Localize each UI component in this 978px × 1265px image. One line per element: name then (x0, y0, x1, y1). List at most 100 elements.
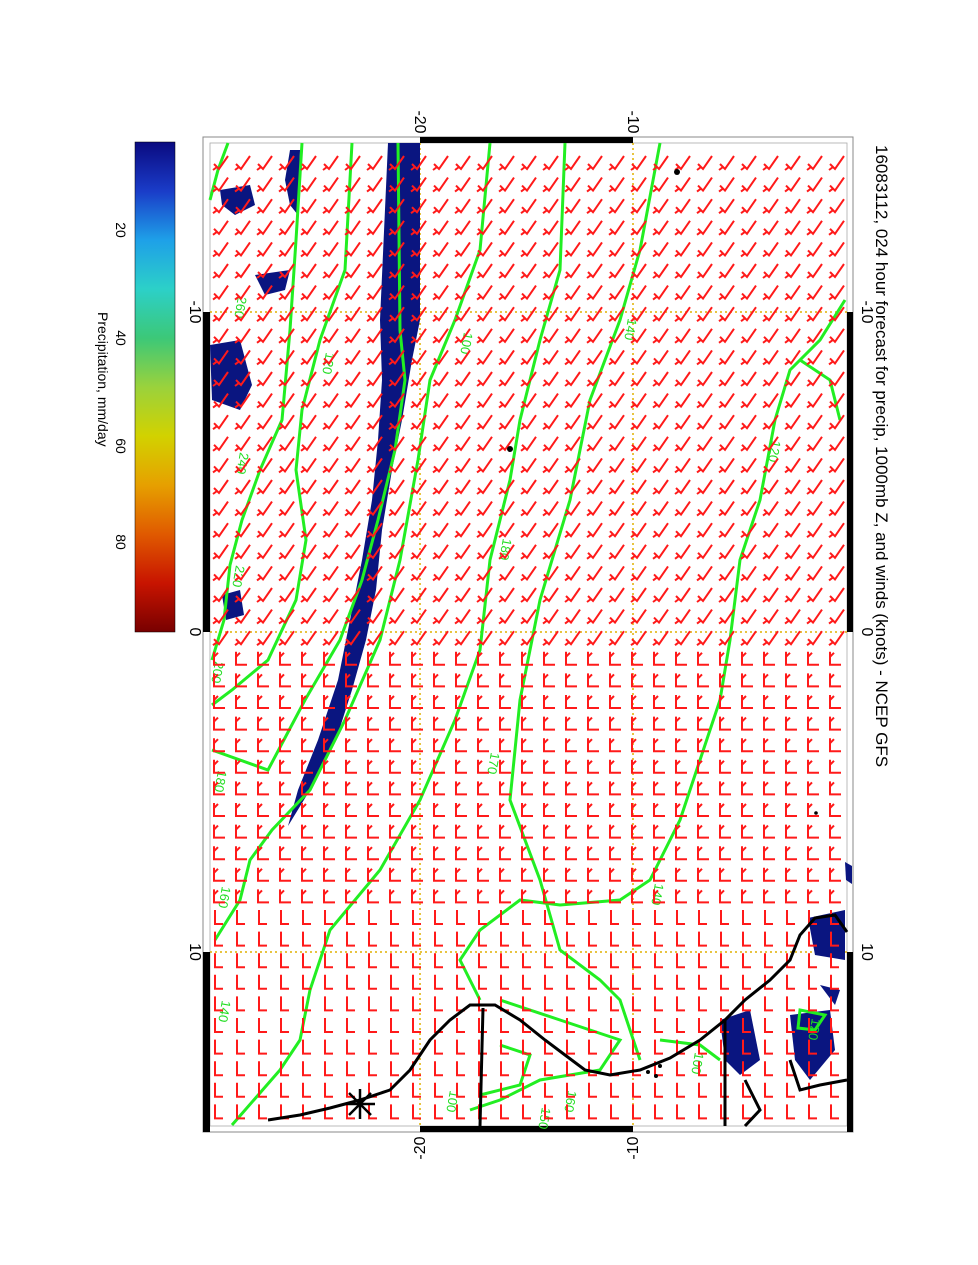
wind-barb (808, 1039, 817, 1055)
wind-barb (432, 198, 449, 214)
wind-barb (740, 479, 757, 495)
wind-barb (235, 867, 247, 882)
wind-barb (345, 759, 357, 774)
wind-barb (412, 931, 421, 947)
wind-barb (544, 931, 553, 947)
wind-barb (784, 349, 801, 366)
wind-barb (322, 371, 339, 387)
wind-barb (344, 544, 361, 560)
wind-barb (762, 198, 779, 214)
wind-barb (258, 953, 267, 969)
wind-barb (411, 867, 423, 882)
wind-barb (257, 716, 269, 731)
wind-barb (719, 889, 731, 904)
wind-barb (236, 931, 245, 947)
wind-barb (720, 953, 729, 969)
wind-barb (256, 630, 273, 646)
wind-barb (368, 953, 377, 969)
wind-barb (323, 759, 335, 774)
wind-barb (346, 996, 355, 1012)
wind-barb (258, 1082, 267, 1098)
wind-barb (368, 931, 377, 947)
wind-barb (234, 544, 251, 560)
wind-barb (676, 1061, 685, 1077)
wind-barb (675, 781, 687, 796)
wind-barb (322, 522, 339, 538)
wind-barb (500, 931, 509, 947)
wind-barb (432, 587, 449, 603)
wind-barb (258, 1104, 267, 1120)
wind-barb (609, 759, 621, 774)
wind-barb (784, 285, 801, 301)
wind-barb (676, 996, 685, 1012)
wind-barb (411, 824, 423, 839)
wind-barb (323, 673, 335, 688)
wind-barb (741, 824, 753, 839)
wind-barb (344, 285, 361, 301)
wind-barb (388, 349, 405, 366)
wind-barb (828, 522, 845, 538)
wind-barb (235, 651, 247, 666)
wind-barb (806, 155, 823, 171)
wind-barb (301, 803, 313, 817)
wind-barb (367, 759, 379, 774)
wind-barb (740, 457, 757, 474)
wind-barb (477, 867, 489, 882)
wind-barb (674, 220, 691, 236)
wind-barb (389, 867, 401, 882)
wind-barb (631, 846, 643, 861)
wind-barb (564, 306, 581, 322)
top-tick-label: -10 (624, 110, 641, 133)
wind-barb (828, 328, 845, 344)
wind-barb (653, 824, 665, 839)
wind-barb (586, 457, 603, 474)
wind-barb (300, 565, 317, 582)
wind-barb (212, 436, 229, 452)
wind-barb (610, 1039, 619, 1055)
wind-barb (719, 867, 731, 882)
wind-barb (212, 306, 229, 322)
wind-barb (521, 716, 533, 731)
wind-barb (697, 673, 709, 688)
colorbar-tick-label: 60 (113, 438, 129, 454)
wind-barb (764, 910, 773, 925)
wind-barb (521, 759, 533, 774)
wind-barb (454, 328, 471, 344)
wind-barb (520, 587, 537, 603)
wind-barb (344, 436, 361, 452)
wind-barb (278, 155, 295, 171)
wind-barb (762, 393, 779, 409)
wind-barb (456, 974, 465, 990)
wind-barb (786, 996, 795, 1012)
wind-barb (432, 241, 449, 258)
wind-barb (762, 436, 779, 452)
wind-barb (389, 889, 401, 904)
wind-barb (520, 457, 537, 474)
wind-barb (368, 974, 377, 990)
wind-barb (784, 220, 801, 236)
wind-barb (367, 738, 379, 753)
wind-barb (675, 759, 687, 774)
wind-barb (344, 220, 361, 236)
wind-barb (521, 889, 533, 904)
wind-barb (564, 522, 581, 538)
wind-barb (586, 630, 603, 646)
wind-barb (630, 522, 647, 538)
wind-barb (212, 285, 229, 301)
wind-barb (434, 974, 443, 990)
wind-barb (740, 263, 757, 279)
wind-barb (564, 436, 581, 452)
wind-barb (366, 414, 383, 430)
bottom-tick-label: -20 (412, 1136, 429, 1159)
wind-barb (454, 522, 471, 538)
wind-barb (588, 1018, 597, 1033)
wind-barb (587, 759, 599, 774)
wind-barb (300, 306, 317, 322)
wind-barb (764, 1061, 773, 1077)
wind-barb (542, 479, 559, 495)
wind-barb (367, 716, 379, 731)
wind-barb (477, 738, 489, 753)
wind-barb (785, 803, 797, 817)
wind-barb (674, 371, 691, 387)
wind-barb (500, 910, 509, 925)
